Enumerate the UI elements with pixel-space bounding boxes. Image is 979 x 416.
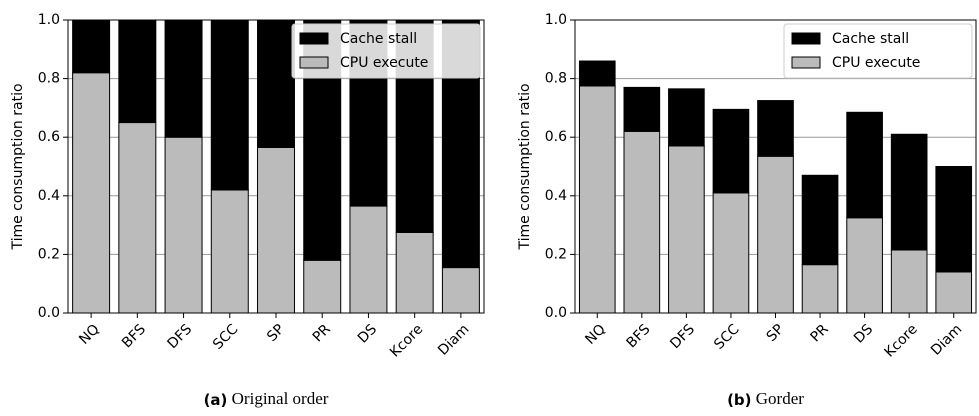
x-tick-label: DS [355,321,380,346]
axes-frame [67,19,485,314]
bar-segment [164,136,203,314]
legend-swatch [791,32,821,45]
bar-segment [118,19,157,124]
bar-segment [349,205,388,314]
y-tick-label: 0.8 [545,71,567,87]
legend-swatch [791,56,821,69]
x-tick-label: DFS [164,321,195,352]
bar-segment [578,85,616,314]
bar-segment [846,111,883,219]
bar-segment [210,19,249,191]
bar-segment [668,88,705,147]
bar-segment [303,259,342,314]
y-tick-label: 0.0 [38,305,60,321]
x-tick-label: Diam [435,321,472,358]
x-tick-label: BFS [624,321,654,351]
caption-label: (b) [727,391,751,409]
caption: (b) Gorder [727,389,804,409]
legend-swatch [299,56,329,69]
bar-segment [257,146,295,314]
y-tick-label: 1.0 [38,12,60,28]
x-tick-label: SCC [210,321,242,353]
bar-segment [72,72,111,314]
x-tick-label: Kcore [882,321,921,360]
bar-segment [757,155,794,314]
legend-label: CPU execute [340,55,428,71]
x-tick-label: Kcore [387,321,426,360]
bar-segment [118,122,157,314]
bar-segment [210,189,249,314]
bar-segment [395,231,434,314]
bar-segment [757,100,794,157]
caption: (a) Original order [204,389,329,409]
y-tick-label: 0.2 [38,246,60,262]
legend-label: Cache stall [832,31,909,47]
y-tick-label: 1.0 [545,12,567,28]
x-tick-label: SP [764,321,788,345]
y-tick-label: 0.8 [38,71,60,87]
bar-segment [801,174,839,266]
bar-segment [935,271,973,314]
x-tick-label: SP [264,321,288,345]
y-tick-label: 0.6 [38,129,60,145]
x-tick-label: DS [851,321,876,346]
y-tick-label: 0.2 [545,246,567,262]
x-tick-label: PR [310,321,334,345]
bar-segment [846,217,883,314]
y-tick-label: 0.6 [545,129,567,145]
bar-segment [890,249,928,314]
bar-segment [257,19,295,148]
x-tick-label: BFS [119,321,149,351]
bar-segment [164,19,203,138]
bar-segment [578,60,616,87]
x-tick-label: Diam [928,321,965,358]
legend-box [783,23,973,79]
caption-text: Original order [232,389,329,408]
bar-segment [668,145,705,314]
y-axis-label: Time consumption ratio [10,83,26,250]
legend-swatch [299,32,329,45]
bar-segment [890,133,928,251]
y-tick-label: 0.4 [545,188,567,204]
y-tick-label: 0.4 [38,188,60,204]
bar-segment [623,130,661,314]
y-axis-label: Time consumption ratio [517,83,533,250]
x-tick-label: NQ [582,321,609,348]
x-tick-label: DFS [667,321,698,352]
bar-segment [712,192,750,314]
legend-label: CPU execute [832,55,920,71]
bar-segment [441,267,480,314]
x-tick-label: PR [808,321,832,345]
bar-segment [801,264,839,314]
y-tick-label: 0.0 [545,305,567,321]
bar-segment [72,19,111,74]
x-tick-label: NQ [76,321,103,348]
caption-text: Gorder [756,389,804,408]
bar-segment [623,86,661,132]
axes-frame [574,19,977,314]
legend-box [291,23,481,79]
legend-label: Cache stall [340,31,417,47]
caption-label: (a) [204,391,228,409]
bar-segment [712,108,750,194]
bar-segment [935,166,973,273]
x-tick-label: SCC [711,321,743,353]
